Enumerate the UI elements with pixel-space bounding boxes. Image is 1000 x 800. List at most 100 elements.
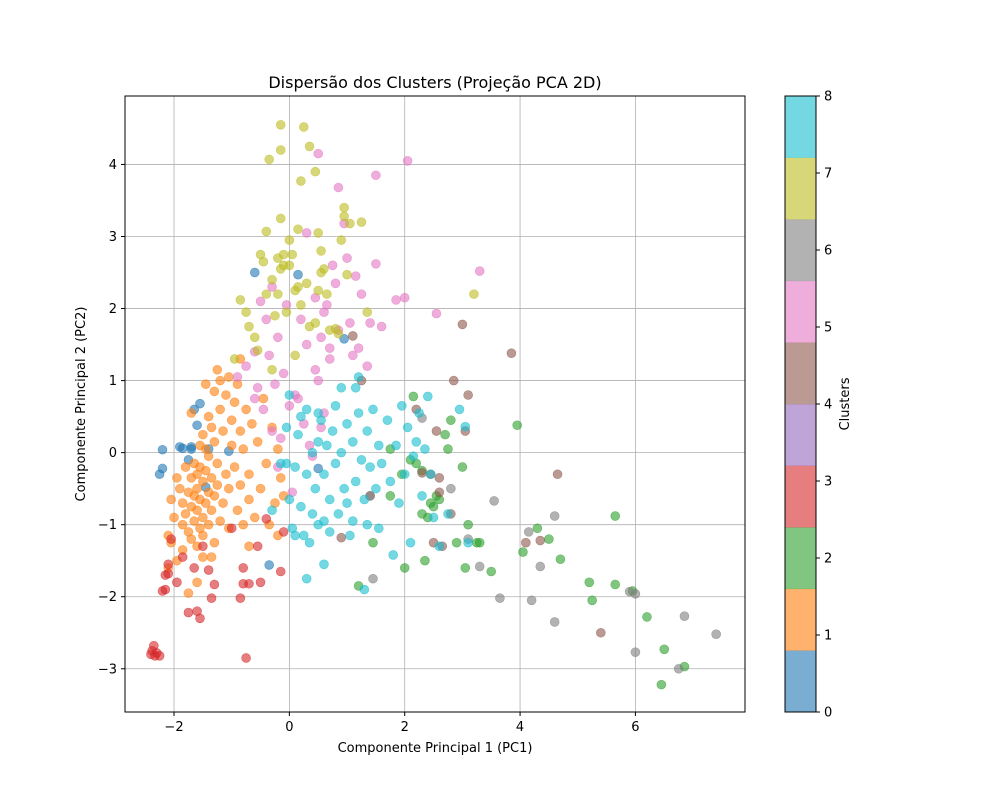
- scatter-point-cluster-9: [267, 505, 277, 516]
- scatter-point-cluster-8: [229, 354, 240, 364]
- scatter-point-cluster-8: [293, 282, 303, 292]
- scatter-point-cluster-8: [275, 213, 286, 224]
- scatter-point-cluster-3: [160, 584, 171, 595]
- scatter-point-cluster-8: [252, 345, 263, 356]
- scatter-point-cluster-2: [486, 566, 497, 577]
- scatter-point-cluster-1: [203, 411, 214, 422]
- scatter-point-cluster-9: [319, 516, 329, 526]
- scatter-point-cluster-2: [474, 537, 485, 548]
- scatter-point-cluster-9: [307, 509, 318, 519]
- scatter-point-cluster-3: [241, 653, 251, 663]
- scatter-point-cluster-8: [293, 224, 303, 235]
- scatter-point-cluster-9: [319, 559, 329, 570]
- scatter-point-cluster-8: [342, 269, 352, 280]
- x-tick-label: 2: [401, 720, 409, 735]
- scatter-point-cluster-8: [298, 122, 309, 132]
- colorbar-label: Clusters: [838, 377, 853, 430]
- scatter-point-cluster-1: [209, 437, 220, 447]
- scatter-point-cluster-2: [532, 523, 543, 534]
- scatter-point-cluster-1: [212, 480, 223, 490]
- scatter-point-cluster-9: [330, 458, 341, 469]
- scatter-point-cluster-7: [549, 511, 560, 521]
- scatter-point-cluster-8: [235, 295, 246, 305]
- scatter-point-cluster-1: [192, 483, 202, 494]
- scatter-point-cluster-1: [177, 519, 188, 530]
- scatter-point-cluster-1: [169, 512, 179, 523]
- scatter-point-cluster-1: [183, 588, 194, 598]
- scatter-point-cluster-9: [454, 404, 465, 415]
- scatter-point-cluster-6: [353, 343, 364, 353]
- scatter-point-cluster-6: [371, 259, 381, 269]
- scatter-point-cluster-7: [679, 611, 690, 621]
- scatter-point-cluster-1: [172, 473, 182, 483]
- scatter-point-cluster-9: [359, 584, 370, 595]
- scatter-point-cluster-0: [293, 269, 303, 280]
- scatter-point-cluster-1: [209, 386, 220, 397]
- colorbar-segment: [785, 527, 816, 590]
- scatter-point-cluster-1: [206, 473, 217, 483]
- scatter-point-cluster-9: [333, 509, 344, 519]
- scatter-point-cluster-3: [189, 563, 200, 573]
- y-tick-label: 3: [109, 230, 117, 245]
- scatter-point-cluster-6: [252, 382, 263, 393]
- scatter-point-cluster-1: [198, 476, 208, 487]
- colorbar-tick-label: 6: [824, 244, 832, 259]
- colorbar: 0 1 2 3 4 5 6 7 8: [784, 90, 832, 721]
- scatter-point-cluster-1: [198, 552, 208, 562]
- scatter-point-cluster-2: [512, 420, 522, 431]
- scatter-point-cluster-1: [180, 462, 191, 472]
- scatter-point-cluster-9: [290, 462, 300, 472]
- scatter-point-cluster-6: [284, 401, 295, 411]
- scatter-point-cluster-3: [172, 577, 182, 588]
- scatter-point-cluster-9: [397, 401, 407, 411]
- scatter-point-cluster-9: [434, 541, 445, 552]
- scatter-point-cluster-9: [301, 573, 312, 584]
- scatter-point-cluster-8: [290, 350, 300, 361]
- scatter-point-cluster-3: [275, 566, 286, 577]
- scatter-point-cluster-2: [457, 462, 468, 472]
- scatter-point-cluster-8: [284, 235, 295, 245]
- scatter-point-cluster-1: [241, 404, 251, 415]
- scatter-point-cluster-9: [345, 530, 355, 541]
- colorbar-tick-label: 8: [824, 90, 832, 105]
- scatter-point-cluster-7: [673, 663, 684, 674]
- scatter-point-cluster-1: [206, 505, 217, 516]
- scatter-point-cluster-9: [376, 458, 387, 469]
- scatter-point-cluster-0: [157, 463, 168, 474]
- scatter-point-cluster-2: [544, 534, 554, 544]
- scatter-point-cluster-5: [434, 473, 445, 483]
- scatter-point-cluster-9: [368, 404, 378, 415]
- scatter-point-cluster-1: [166, 494, 176, 505]
- scatter-point-cluster-6: [293, 393, 303, 404]
- scatter-point-cluster-3: [198, 541, 208, 552]
- scatter-point-cluster-9: [463, 537, 473, 548]
- scatter-point-cluster-9: [422, 391, 433, 402]
- scatter-point-cluster-8: [322, 289, 332, 299]
- scatter-point-cluster-6: [301, 339, 312, 350]
- scatter-point-cluster-6: [371, 170, 381, 181]
- scatter-point-cluster-9: [327, 426, 338, 436]
- scatter-point-cluster-6: [345, 318, 355, 328]
- scatter-point-cluster-9: [362, 519, 373, 530]
- scatter-point-cluster-6: [350, 271, 361, 281]
- scatter-point-cluster-9: [307, 447, 318, 458]
- scatter-point-cluster-3: [235, 593, 246, 603]
- scatter-point-cluster-6: [348, 350, 358, 361]
- scatter-point-cluster-7: [535, 561, 546, 572]
- scatter-point-cluster-6: [402, 156, 413, 166]
- scatter-point-cluster-9: [391, 440, 401, 451]
- scatter-point-cluster-6: [316, 332, 326, 343]
- scatter-point-cluster-3: [154, 651, 165, 661]
- scatter-point-cluster-8: [244, 321, 254, 332]
- scatter-point-cluster-9: [290, 530, 300, 541]
- scatter-point-cluster-5: [506, 348, 517, 359]
- scatter-point-cluster-5: [596, 627, 606, 638]
- scatter-point-cluster-1: [229, 462, 240, 472]
- scatter-point-cluster-7: [630, 589, 641, 599]
- scatter-point-cluster-1: [189, 516, 200, 526]
- scatter-point-cluster-9: [388, 550, 398, 560]
- scatter-point-cluster-6: [313, 375, 324, 386]
- scatter-point-cluster-9: [402, 422, 413, 433]
- scatter-point-cluster-9: [350, 382, 361, 393]
- scatter-point-cluster-8: [336, 235, 347, 245]
